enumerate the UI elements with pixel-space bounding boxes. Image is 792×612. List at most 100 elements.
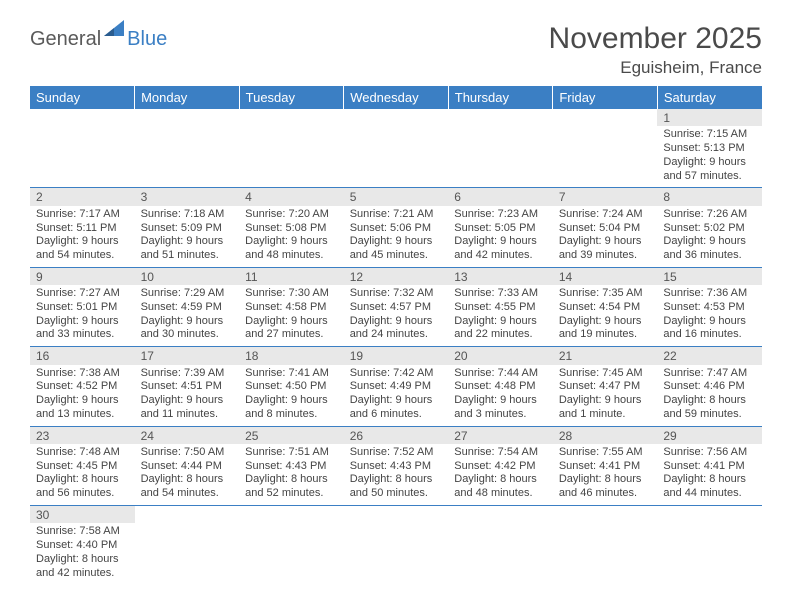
day-detail-line: Daylight: 9 hours [454,235,547,249]
calendar-row: 9Sunrise: 7:27 AMSunset: 5:01 PMDaylight… [30,267,762,346]
day-details: Sunrise: 7:51 AMSunset: 4:43 PMDaylight:… [239,444,344,505]
day-detail-line: and 27 minutes. [245,328,338,342]
day-number: 29 [657,427,762,444]
day-detail-line: and 48 minutes. [245,249,338,263]
logo-text-blue: Blue [107,28,167,51]
calendar-day-cell: 11Sunrise: 7:30 AMSunset: 4:58 PMDayligh… [239,267,344,346]
day-detail-line: Sunset: 4:43 PM [350,460,443,474]
day-detail-line: Sunrise: 7:24 AM [559,208,652,222]
day-detail-line: Sunrise: 7:15 AM [663,128,756,142]
day-details: Sunrise: 7:41 AMSunset: 4:50 PMDaylight:… [239,365,344,426]
calendar-row: 30Sunrise: 7:58 AMSunset: 4:40 PMDayligh… [30,505,762,584]
calendar-day-cell: 30Sunrise: 7:58 AMSunset: 4:40 PMDayligh… [30,505,135,584]
day-detail-line: and 22 minutes. [454,328,547,342]
day-detail-line: Sunrise: 7:21 AM [350,208,443,222]
day-detail-line: Sunset: 4:49 PM [350,380,443,394]
day-detail-line: Sunset: 4:51 PM [141,380,234,394]
day-detail-line: and 24 minutes. [350,328,443,342]
day-detail-line: Daylight: 9 hours [36,235,129,249]
day-detail-line: Sunset: 4:46 PM [663,380,756,394]
day-detail-line: Sunset: 4:59 PM [141,301,234,315]
day-detail-line: Sunrise: 7:38 AM [36,367,129,381]
day-detail-line: Daylight: 9 hours [245,235,338,249]
day-detail-line: and 54 minutes. [141,487,234,501]
calendar-day-cell: 18Sunrise: 7:41 AMSunset: 4:50 PMDayligh… [239,347,344,426]
calendar-day-cell: 23Sunrise: 7:48 AMSunset: 4:45 PMDayligh… [30,426,135,505]
day-detail-line: Sunset: 5:05 PM [454,222,547,236]
day-detail-line: Daylight: 9 hours [559,315,652,329]
day-details: Sunrise: 7:35 AMSunset: 4:54 PMDaylight:… [553,285,658,346]
day-detail-line: Sunrise: 7:51 AM [245,446,338,460]
day-detail-line: Daylight: 9 hours [663,156,756,170]
calendar-day-cell: 14Sunrise: 7:35 AMSunset: 4:54 PMDayligh… [553,267,658,346]
day-detail-line: Daylight: 9 hours [245,394,338,408]
calendar-day-cell: 24Sunrise: 7:50 AMSunset: 4:44 PMDayligh… [135,426,240,505]
day-detail-line: Daylight: 8 hours [245,473,338,487]
day-details: Sunrise: 7:17 AMSunset: 5:11 PMDaylight:… [30,206,135,267]
day-detail-line: Sunset: 4:58 PM [245,301,338,315]
day-number: 4 [239,188,344,205]
day-detail-line: Sunrise: 7:27 AM [36,287,129,301]
day-detail-line: Daylight: 8 hours [663,473,756,487]
day-number: 14 [553,268,658,285]
day-detail-line: and 30 minutes. [141,328,234,342]
day-details: Sunrise: 7:26 AMSunset: 5:02 PMDaylight:… [657,206,762,267]
calendar-day-cell: 13Sunrise: 7:33 AMSunset: 4:55 PMDayligh… [448,267,553,346]
day-detail-line: Sunset: 4:50 PM [245,380,338,394]
calendar-day-cell: 7Sunrise: 7:24 AMSunset: 5:04 PMDaylight… [553,188,658,267]
day-details: Sunrise: 7:30 AMSunset: 4:58 PMDaylight:… [239,285,344,346]
day-detail-line: and 45 minutes. [350,249,443,263]
calendar-empty-cell [135,109,240,188]
day-detail-line: Sunrise: 7:20 AM [245,208,338,222]
day-number: 30 [30,506,135,523]
day-detail-line: Sunrise: 7:48 AM [36,446,129,460]
day-detail-line: Daylight: 8 hours [36,473,129,487]
day-detail-line: and 36 minutes. [663,249,756,263]
calendar-row: 16Sunrise: 7:38 AMSunset: 4:52 PMDayligh… [30,347,762,426]
day-number: 16 [30,347,135,364]
day-detail-line: and 3 minutes. [454,408,547,422]
day-detail-line: and 11 minutes. [141,408,234,422]
day-detail-line: Daylight: 9 hours [141,394,234,408]
day-number: 13 [448,268,553,285]
day-detail-line: Daylight: 9 hours [36,315,129,329]
day-number: 19 [344,347,449,364]
page-title: November 2025 [549,22,762,56]
day-detail-line: Daylight: 8 hours [559,473,652,487]
day-detail-line: Sunset: 5:01 PM [36,301,129,315]
weekday-header: Monday [135,86,240,109]
logo-text-general: General [30,28,101,51]
calendar-day-cell: 10Sunrise: 7:29 AMSunset: 4:59 PMDayligh… [135,267,240,346]
calendar-day-cell: 19Sunrise: 7:42 AMSunset: 4:49 PMDayligh… [344,347,449,426]
day-number: 25 [239,427,344,444]
calendar-empty-cell [344,505,449,584]
day-detail-line: and 1 minute. [559,408,652,422]
day-details: Sunrise: 7:55 AMSunset: 4:41 PMDaylight:… [553,444,658,505]
calendar-empty-cell [30,109,135,188]
day-detail-line: Sunset: 4:41 PM [559,460,652,474]
day-detail-line: Sunrise: 7:56 AM [663,446,756,460]
day-detail-line: Daylight: 9 hours [141,235,234,249]
day-detail-line: Sunrise: 7:39 AM [141,367,234,381]
day-detail-line: Daylight: 9 hours [141,315,234,329]
day-number: 1 [657,109,762,126]
weekday-header: Tuesday [239,86,344,109]
calendar-day-cell: 17Sunrise: 7:39 AMSunset: 4:51 PMDayligh… [135,347,240,426]
day-detail-line: and 51 minutes. [141,249,234,263]
day-detail-line: Daylight: 9 hours [663,235,756,249]
calendar-empty-cell [657,505,762,584]
day-details: Sunrise: 7:27 AMSunset: 5:01 PMDaylight:… [30,285,135,346]
day-detail-line: and 13 minutes. [36,408,129,422]
day-number: 26 [344,427,449,444]
calendar-day-cell: 15Sunrise: 7:36 AMSunset: 4:53 PMDayligh… [657,267,762,346]
day-detail-line: and 48 minutes. [454,487,547,501]
day-detail-line: Sunset: 4:43 PM [245,460,338,474]
calendar-empty-cell [135,505,240,584]
day-detail-line: Daylight: 9 hours [559,394,652,408]
day-detail-line: Sunrise: 7:55 AM [559,446,652,460]
day-detail-line: and 6 minutes. [350,408,443,422]
day-detail-line: Sunset: 5:13 PM [663,142,756,156]
calendar-empty-cell [448,505,553,584]
calendar-day-cell: 9Sunrise: 7:27 AMSunset: 5:01 PMDaylight… [30,267,135,346]
day-detail-line: Daylight: 9 hours [350,235,443,249]
